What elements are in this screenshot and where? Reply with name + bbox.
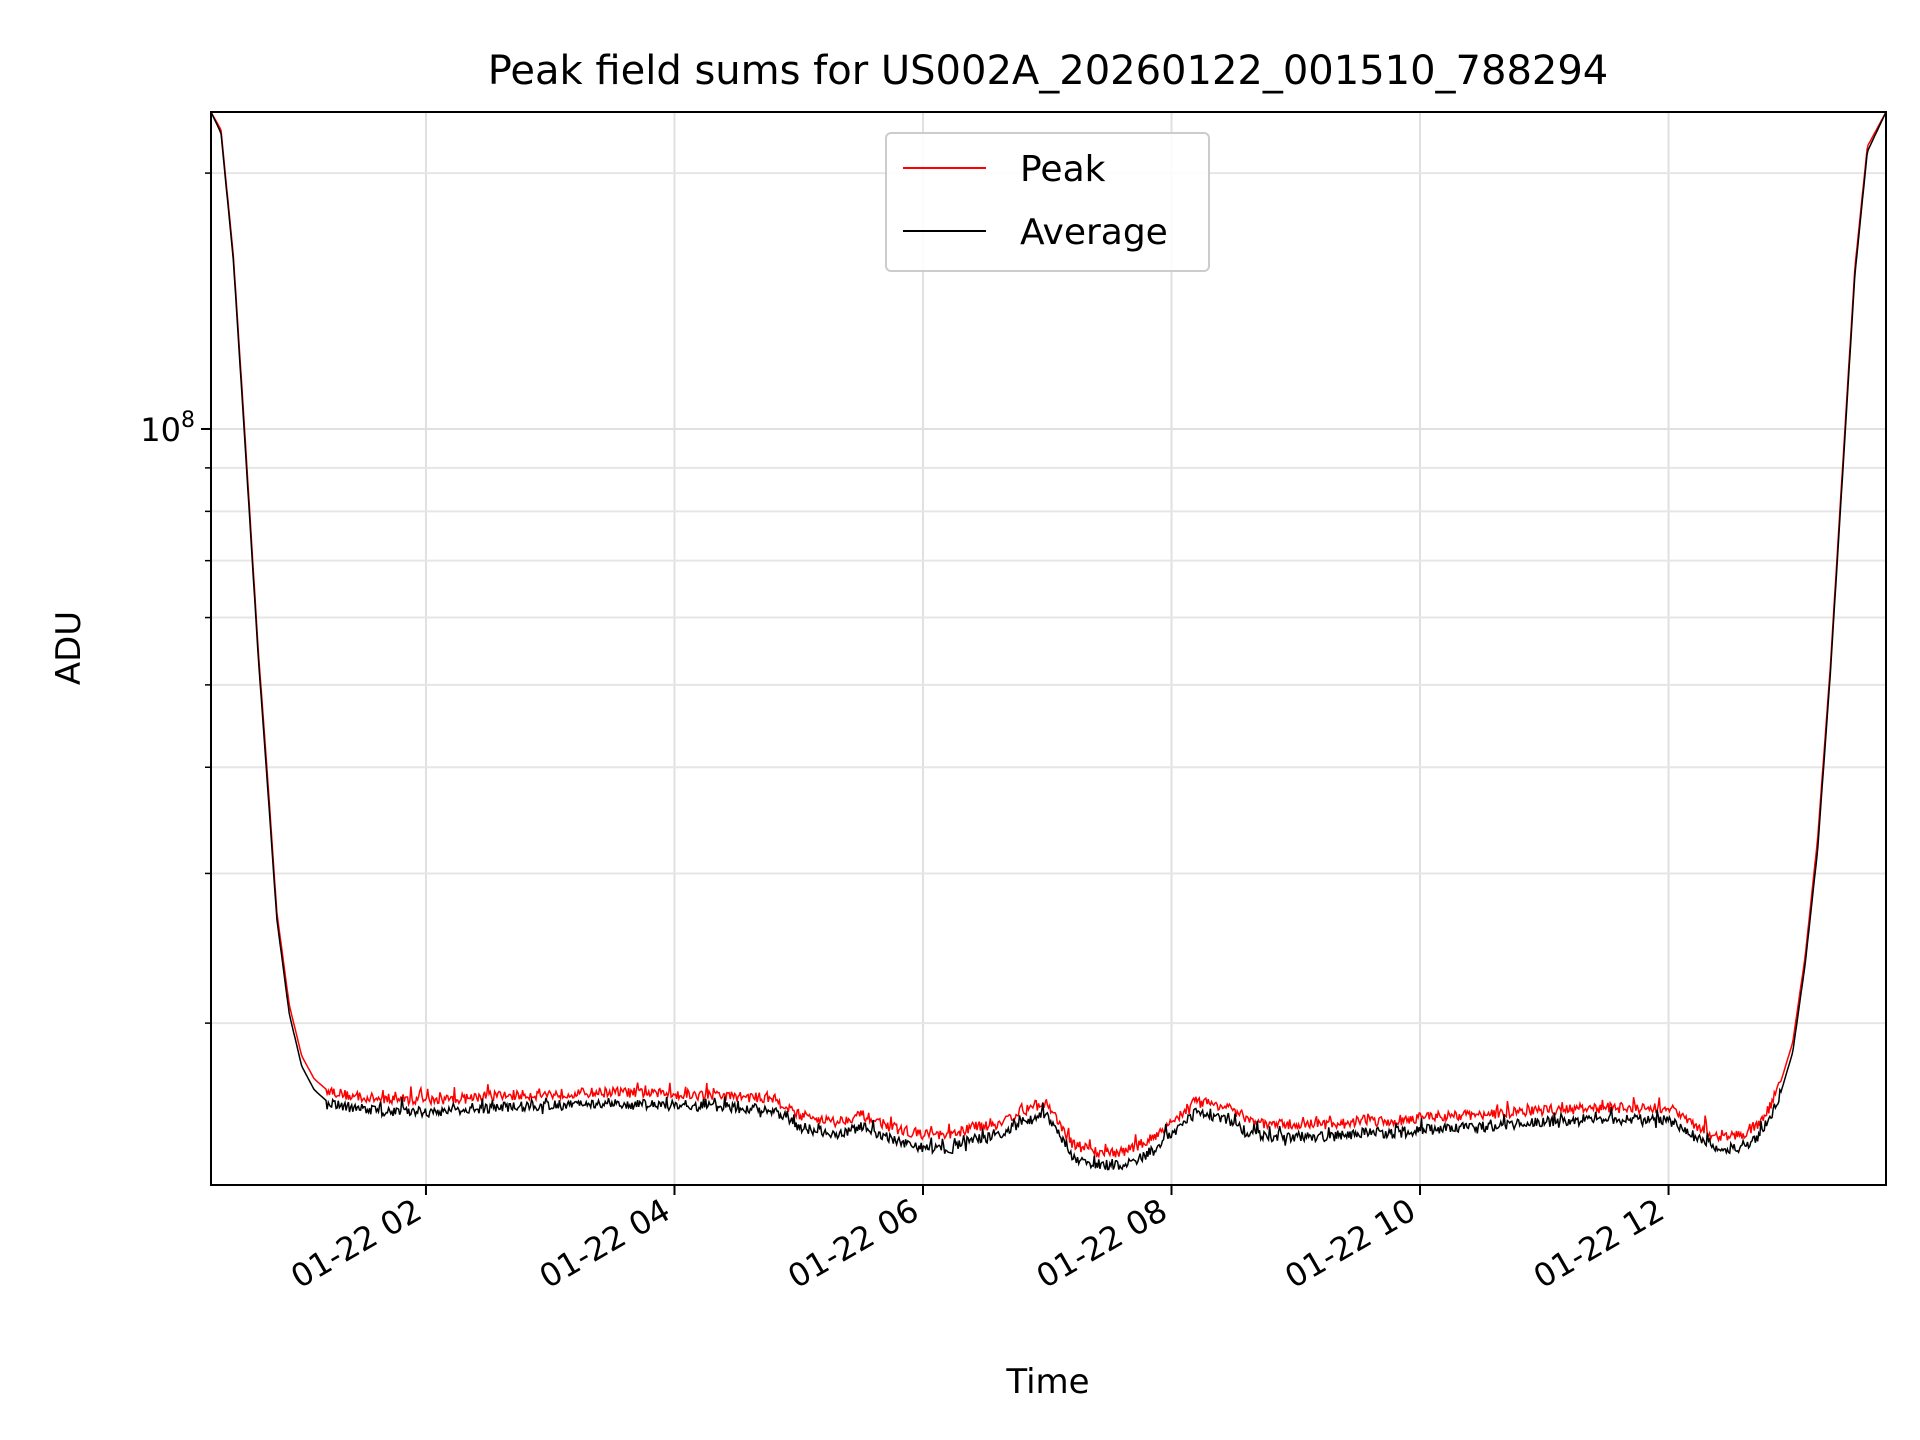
series-line-average xyxy=(211,112,1886,1171)
series-layer xyxy=(211,112,1886,1171)
chart-title: Peak field sums for US002A_20260122_0015… xyxy=(488,48,1609,94)
series-line-peak xyxy=(211,112,1886,1160)
y-axis-label: ADU xyxy=(49,611,89,685)
legend: Peak Average xyxy=(885,132,1210,272)
legend-label-average: Average xyxy=(1020,212,1168,253)
y-tick-label: 108 xyxy=(140,408,195,449)
grid xyxy=(211,112,1886,1185)
x-axis-label: Time xyxy=(1005,1362,1089,1402)
legend-label-peak: Peak xyxy=(1020,149,1106,190)
plot-frame xyxy=(210,111,1887,1186)
